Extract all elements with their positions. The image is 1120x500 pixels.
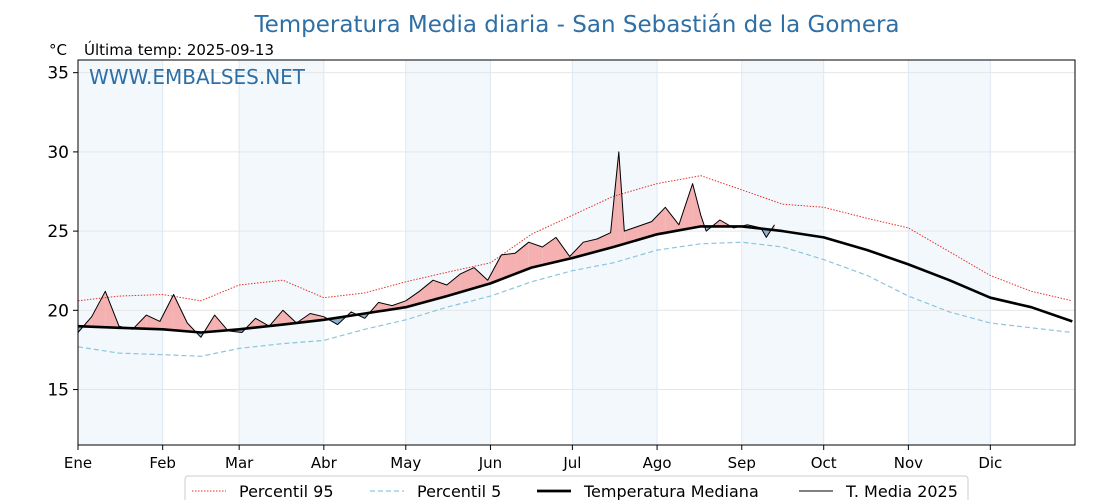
anomaly-fill-above [515,242,529,274]
x-tick-label: Oct [811,454,837,472]
month-band [239,60,324,445]
legend-label-p95: Percentil 95 [239,482,334,500]
x-tick-label: Dic [978,454,1002,472]
anomaly-fill-above [501,253,516,280]
legend: Percentil 95 Percentil 5 Temperatura Med… [184,475,969,500]
legend-label-p5: Percentil 5 [417,482,501,500]
legend-frame [184,475,969,500]
anomaly-fill-above [159,294,174,331]
plot-frame [77,59,1076,446]
month-band [741,60,824,445]
unit-label: °C [49,41,67,59]
anomaly-fill-above [596,232,611,252]
anomaly-fill-above [556,237,570,262]
anomaly-fill-above [419,280,434,304]
anomaly-fill-above [637,221,652,240]
x-tick-label: Mar [225,454,254,472]
x-tick-label: May [390,454,421,472]
watermark: WWW.EMBALSES.NET [89,65,306,89]
x-tick-label: Jul [562,454,581,472]
anomaly-fill-above [528,242,543,269]
y-tick-label: 30 [47,143,69,163]
x-tick-label: Ago [643,454,672,472]
anomaly-fill-above [433,280,447,300]
anomaly-fill-above [624,226,638,244]
x-tick-label: Jun [478,454,502,472]
x-tick-label: Abr [311,454,338,472]
series-line-2025 [77,151,775,338]
anomaly-fill-above [692,183,701,228]
anomaly-fill-above [665,207,679,233]
anomaly-fill-above [91,291,106,328]
anomaly-fill-above [542,237,557,266]
x-tick-label: Sep [728,454,756,472]
y-tick-label: 20 [47,301,69,321]
anomaly-fill-above [173,294,188,332]
anomaly-fill-above [460,267,475,293]
x-tick-label: Ene [64,454,92,472]
legend-label-2025: T. Media 2025 [845,482,958,500]
month-band [78,60,163,445]
last-temp-label: Última temp: 2025-09-13 [84,40,274,59]
legend-label-median: Temperatura Mediana [583,482,759,500]
x-tick-label: Feb [149,454,176,472]
anomaly-fill-above [474,267,488,289]
month-band [908,60,991,445]
y-tick-label: 25 [47,222,69,242]
month-band [405,60,491,445]
series-line-p95 [77,175,1073,302]
series-line-p5 [77,241,1073,357]
anomaly-fill-above [446,273,461,297]
y-tick-label: 15 [47,381,69,401]
chart-title: Temperatura Media diaria - San Sebastián… [253,12,899,38]
y-tick-label: 35 [47,64,69,84]
series-line-median [77,225,1073,334]
x-tick-label: Nov [894,454,923,472]
anomaly-fill-above [146,315,160,330]
anomaly-fill-above [651,207,666,236]
